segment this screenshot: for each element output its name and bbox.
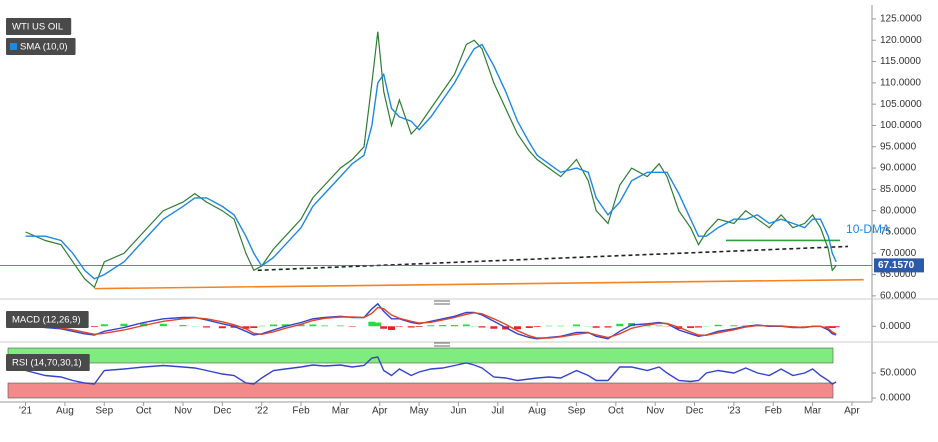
x-tick-label: Aug (528, 406, 546, 417)
histogram-bar (349, 326, 356, 327)
histogram-bar (321, 326, 328, 327)
y-tick-label: 115.0000 (880, 56, 921, 67)
histogram-bar (337, 326, 344, 327)
y-tick-label: 120.0000 (880, 35, 922, 46)
histogram-bar (388, 326, 395, 330)
y-tick-label: 0.0000 (880, 393, 911, 404)
histogram-bar (179, 325, 186, 326)
y-tick-label: 60.0000 (880, 291, 917, 302)
histogram-bar (656, 326, 663, 327)
legend-item: RSI (14,70,30,1) (6, 354, 90, 371)
annotation: 10-DMA (846, 222, 890, 236)
x-tick-label: Sep (568, 406, 586, 417)
histogram-bar (91, 326, 98, 327)
x-tick-label: Aug (56, 406, 74, 417)
x-tick-label: '22 (255, 406, 268, 417)
histogram-bar (833, 326, 840, 327)
x-tick-label: Mar (332, 406, 350, 417)
histogram-bar (258, 326, 265, 327)
x-tick-label: '23 (727, 406, 740, 417)
histogram-bar (604, 326, 611, 327)
histogram-bar (250, 326, 257, 328)
y-tick-label: 125.0000 (880, 14, 922, 25)
histogram-bar (203, 326, 210, 327)
histogram-bar (374, 323, 381, 327)
histogram-bar (545, 326, 552, 327)
histogram-bar (439, 325, 446, 326)
histogram-bar (408, 326, 415, 327)
rsi-band (8, 383, 833, 398)
x-tick-label: Sep (95, 406, 113, 417)
x-tick-label: Nov (174, 406, 192, 417)
histogram-bar (526, 326, 533, 328)
x-tick-label: Dec (686, 406, 704, 417)
x-tick-label: Feb (765, 406, 783, 417)
histogram-bar (593, 326, 600, 328)
legend-label: WTI US OIL (12, 22, 63, 33)
histogram-bar (616, 324, 623, 327)
y-tick-label: 100.0000 (880, 120, 922, 131)
x-tick-label: Nov (646, 406, 664, 417)
y-tick-label: 85.0000 (880, 184, 917, 195)
rsi-band (8, 348, 833, 363)
histogram-bar (427, 325, 434, 326)
x-tick-label: Jul (491, 406, 504, 417)
histogram-bar (380, 326, 387, 329)
x-tick-label: Feb (292, 406, 310, 417)
y-tick-label: 105.0000 (880, 99, 922, 110)
histogram-bar (687, 326, 694, 328)
histogram-bar (557, 326, 564, 327)
legend-label: SMA (10,0) (20, 42, 68, 53)
histogram-bar (534, 326, 541, 327)
histogram-bar (490, 326, 497, 329)
y-tick-label: 0.0000 (880, 321, 911, 332)
x-tick-label: Apr (844, 406, 860, 417)
x-tick-label: Mar (804, 406, 822, 417)
x-tick-label: Apr (372, 406, 388, 417)
histogram-bar (715, 325, 722, 327)
y-tick-label: 70.0000 (880, 248, 917, 259)
histogram-bar (396, 326, 403, 327)
histogram-bar (416, 326, 423, 327)
y-tick-label: 50.0000 (880, 368, 917, 379)
histogram-bar (160, 324, 167, 327)
histogram-bar (451, 325, 458, 326)
histogram-bar (309, 325, 316, 327)
legend-item: MACD (12,26,9) (6, 311, 89, 328)
y-tick-label: 95.0000 (880, 141, 917, 152)
histogram-bar (120, 324, 127, 327)
histogram-bar (479, 326, 486, 327)
x-tick-label: Dec (213, 406, 231, 417)
x-tick-label: May (410, 406, 429, 417)
x-tick-label: Oct (136, 406, 152, 417)
y-tick-label: 90.0000 (880, 163, 917, 174)
x-tick-label: Jun (450, 406, 466, 417)
histogram-bar (573, 325, 580, 327)
legend-item: SMA (10,0) (6, 38, 76, 55)
legend-item: WTI US OIL (6, 18, 71, 35)
histogram-bar (730, 325, 737, 326)
histogram-bar (695, 326, 702, 327)
y-tick-label: 80.0000 (880, 205, 917, 216)
histogram-bar (270, 325, 277, 327)
x-tick-label: '21 (19, 406, 32, 417)
legend-label: RSI (14,70,30,1) (12, 358, 82, 369)
histogram-bar (101, 324, 108, 326)
last-price-label: 67.1570 (878, 260, 915, 271)
legend-swatch (10, 43, 17, 50)
x-tick-label: Oct (608, 406, 624, 417)
legend-label: MACD (12,26,9) (12, 315, 81, 326)
y-tick-label: 110.0000 (880, 77, 921, 88)
histogram-bar (219, 326, 226, 328)
histogram-bar (463, 325, 470, 327)
